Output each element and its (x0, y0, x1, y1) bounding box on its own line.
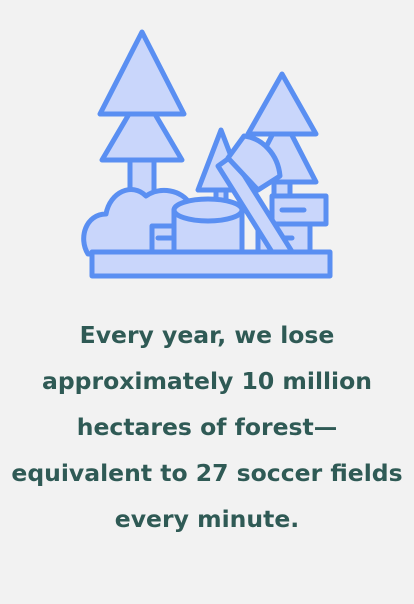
right-tree-upper-icon (245, 71, 319, 137)
ground-icon (89, 249, 333, 279)
left-tree-upper-icon (97, 29, 187, 117)
stump-top-icon (171, 196, 245, 224)
axe-head-icon (225, 133, 283, 193)
deforestation-fact-text: Every year, we lose approximately 10 mil… (11, 321, 403, 533)
deforestation-icon (81, 29, 333, 279)
left-tree-lower-icon (99, 89, 185, 163)
